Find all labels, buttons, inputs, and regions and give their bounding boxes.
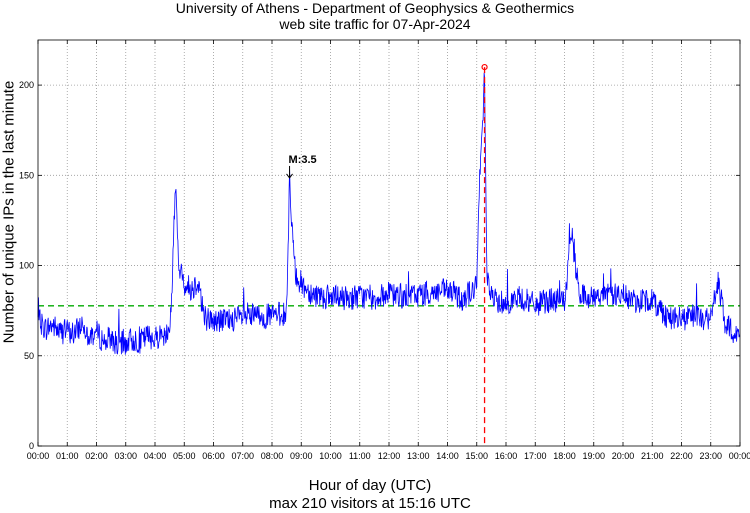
- x-tick-label: 16:00: [495, 451, 518, 461]
- x-axis-label: Hour of day (UTC): [308, 477, 432, 494]
- y-tick-label: 50: [24, 351, 34, 361]
- traffic-series-line: [37, 72, 741, 355]
- chart-title: University of Athens - Department of Geo…: [175, 0, 575, 16]
- annotation-group: M:3.5: [286, 154, 317, 179]
- x-tick-label: 00:00: [729, 451, 750, 461]
- x-tick-label: 01:00: [56, 451, 79, 461]
- x-tick-label: 12:00: [378, 451, 401, 461]
- grid: [38, 40, 740, 446]
- x-tick-label: 05:00: [173, 451, 196, 461]
- annotation-arrow-icon: [286, 173, 293, 179]
- x-tick-label: 22:00: [670, 451, 693, 461]
- x-tick-label: 10:00: [319, 451, 342, 461]
- series-group: [37, 72, 741, 355]
- x-tick-label: 11:00: [349, 451, 371, 461]
- x-tick-label: 02:00: [85, 451, 108, 461]
- x-tick-label: 06:00: [202, 451, 225, 461]
- x-tick-label: 09:00: [290, 451, 313, 461]
- x-tick-label: 07:00: [231, 451, 254, 461]
- x-tick-label: 19:00: [582, 451, 605, 461]
- plot-frame: [37, 39, 741, 447]
- x-tick-label: 21:00: [641, 451, 664, 461]
- annotation-label: M:3.5: [289, 154, 317, 166]
- y-tick-label: 0: [29, 441, 34, 451]
- peak-group: [481, 63, 488, 446]
- axes: 00:00 01:00 02:00 03:00 04:00 05:00 06:00 07:00…: [19, 39, 750, 461]
- peak-marker: [481, 63, 488, 71]
- x-tick-label: 14:00: [436, 451, 459, 461]
- x-tick-label: 20:00: [612, 451, 635, 461]
- x-tick-label: 13:00: [407, 451, 430, 461]
- x-tick-label: 04:00: [144, 451, 167, 461]
- x-tick-label: 23:00: [699, 451, 722, 461]
- x-tick-label: 08:00: [261, 451, 284, 461]
- x-tick-label: 03:00: [114, 451, 137, 461]
- y-tick-label: 150: [19, 170, 34, 180]
- x-tick-label: 17:00: [524, 451, 547, 461]
- chart-subtitle: web site traffic for 07-Apr-2024: [279, 16, 471, 32]
- x-tick-label: 15:00: [465, 451, 488, 461]
- y-tick-label: 200: [19, 80, 34, 90]
- max-visitors-footer: max 210 visitors at 15:16 UTC: [269, 495, 471, 512]
- x-tick-label: 18:00: [553, 451, 576, 461]
- chart-svg: 00:00 01:00 02:00 03:00 04:00 05:00 06:00 07:00…: [19, 39, 750, 461]
- x-tick-label: 00:00: [27, 451, 50, 461]
- y-tick-label: 100: [19, 261, 34, 271]
